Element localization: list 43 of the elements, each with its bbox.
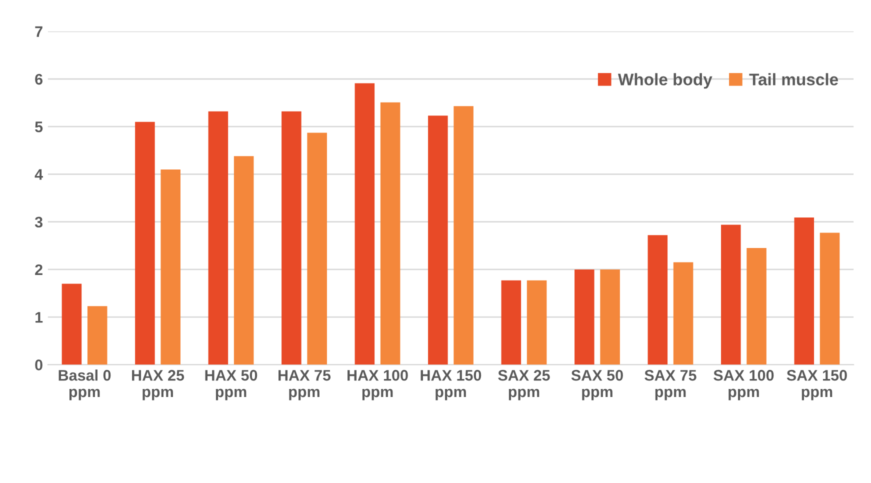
bar bbox=[354, 83, 375, 365]
x-tick-label: SAX 25 ppm bbox=[498, 370, 550, 400]
bar bbox=[62, 284, 82, 365]
y-tick-label: 5 bbox=[35, 122, 43, 132]
x-tick-label: SAX 50 ppm bbox=[571, 370, 623, 400]
bar bbox=[135, 122, 155, 365]
bar bbox=[307, 132, 327, 365]
x-tick-label: SAX 150 ppm bbox=[786, 370, 847, 400]
x-tick-label: HAX 150 ppm bbox=[420, 370, 482, 400]
legend-label: Tail muscle bbox=[749, 73, 838, 86]
bar bbox=[574, 269, 594, 365]
bar bbox=[87, 306, 108, 365]
y-tick-label: 4 bbox=[34, 169, 43, 180]
y-tick-label: 7 bbox=[35, 26, 42, 37]
y-tick-label: 3 bbox=[34, 216, 42, 228]
x-tick-label: Basal 0 ppm bbox=[58, 370, 111, 400]
bar bbox=[234, 156, 254, 365]
x-tick-label: HAX 25 ppm bbox=[132, 370, 184, 400]
y-tick-label: 6 bbox=[35, 74, 42, 85]
bar bbox=[600, 269, 620, 365]
bar bbox=[380, 102, 400, 365]
bar bbox=[208, 111, 228, 365]
bar bbox=[746, 248, 766, 365]
x-tick-label: HAX 100 ppm bbox=[348, 370, 408, 400]
bar bbox=[721, 224, 741, 365]
bar bbox=[526, 280, 547, 365]
bar bbox=[673, 262, 694, 365]
y-tick-label: 2 bbox=[35, 264, 42, 275]
x-tick-label: HAX 50 ppm bbox=[205, 370, 258, 400]
bar bbox=[820, 232, 840, 365]
bar bbox=[501, 280, 522, 365]
x-tick-label: HAX 75 ppm bbox=[278, 370, 331, 400]
bar bbox=[648, 235, 668, 365]
bar bbox=[428, 116, 448, 365]
y-tick-label: 0 bbox=[35, 360, 42, 370]
bar bbox=[794, 218, 814, 365]
x-tick-label: SAX 100 ppm bbox=[714, 370, 774, 400]
y-tick-label: 1 bbox=[36, 312, 43, 323]
bar bbox=[282, 111, 302, 365]
legend-label: Whole body bbox=[618, 73, 712, 89]
bar bbox=[454, 106, 474, 365]
x-tick-label: SAX 75 ppm bbox=[644, 370, 696, 400]
bar bbox=[160, 169, 180, 365]
